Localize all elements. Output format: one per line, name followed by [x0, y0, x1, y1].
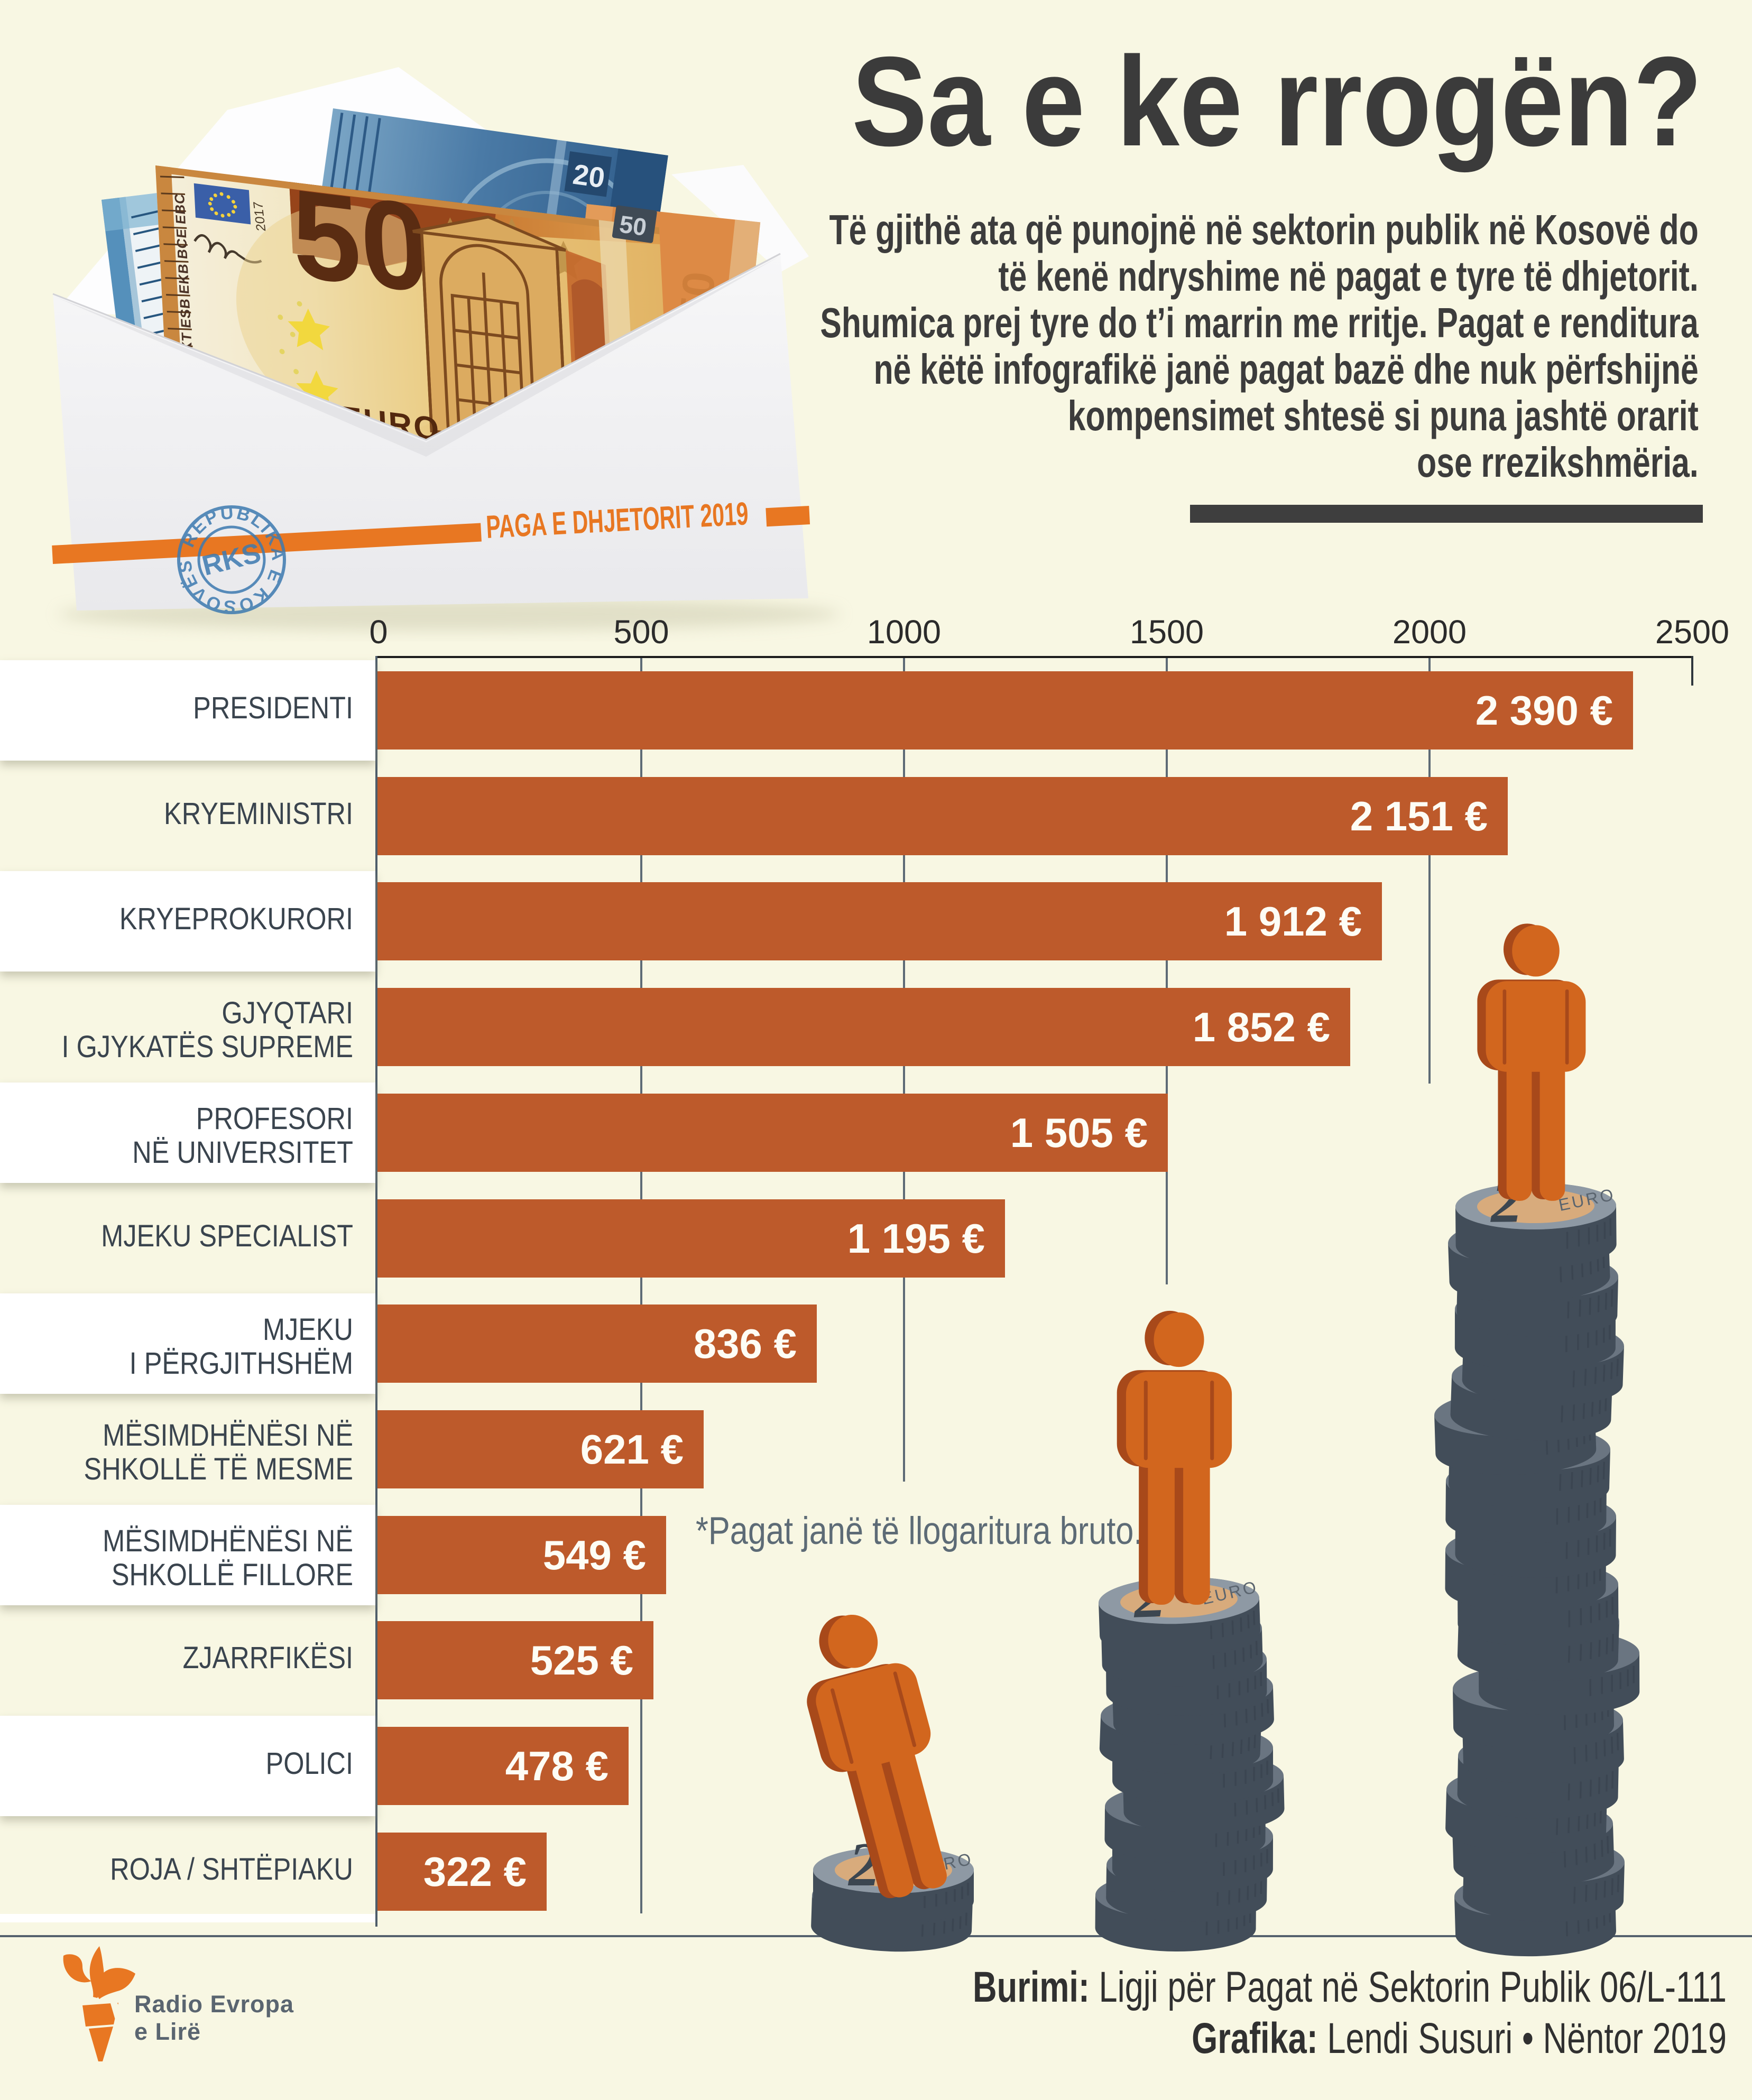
svg-text:20: 20	[571, 159, 607, 195]
svg-text:50: 50	[618, 210, 649, 241]
svg-text:50: 50	[289, 162, 432, 319]
svg-text:2017: 2017	[251, 201, 269, 232]
